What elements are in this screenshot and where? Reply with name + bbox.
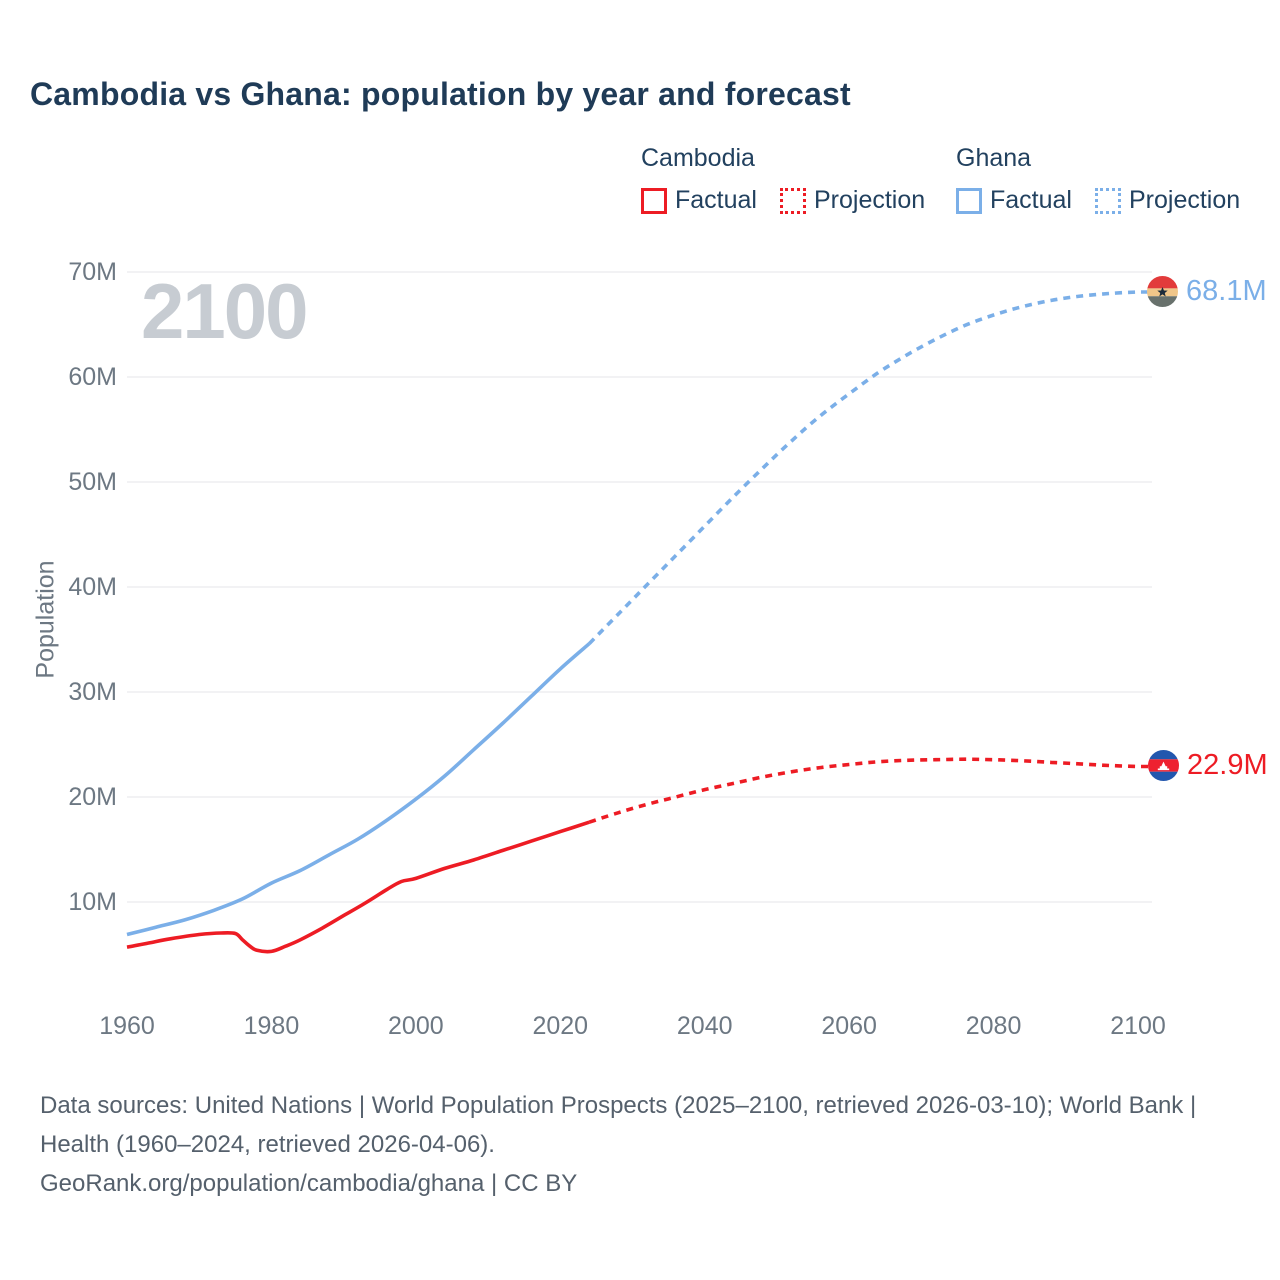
legend-label: Factual <box>675 186 757 214</box>
x-tick-1960: 1960 <box>99 1012 155 1040</box>
legend-header-ghana: Ghana <box>956 144 1032 172</box>
y-tick-40M: 40M <box>68 573 117 601</box>
y-tick-30M: 30M <box>68 678 117 706</box>
x-tick-1980: 1980 <box>243 1012 300 1040</box>
attribution-text: GeoRank.org/population/cambodia/ghana | … <box>40 1170 578 1197</box>
series-ghana-factual <box>126 642 591 937</box>
page-title: Cambodia vs Ghana: population by year an… <box>30 76 851 112</box>
ghana-projection-swatch-icon <box>1094 187 1121 214</box>
series-ghana-projection <box>587 290 1150 645</box>
x-tick-2060: 2060 <box>821 1012 877 1040</box>
legend-label: Projection <box>813 186 926 214</box>
x-tick-2020: 2020 <box>532 1012 589 1040</box>
ghana-factual-swatch-icon <box>956 187 982 214</box>
x-tick-2040: 2040 <box>676 1012 733 1040</box>
ghana-flag-icon <box>1147 276 1178 307</box>
legend-item-cambodia-projection[interactable]: Projection <box>757 186 925 215</box>
x-tick-2080: 2080 <box>965 1012 1022 1040</box>
series-cambodia-projection <box>588 757 1150 824</box>
series-cambodia-factual <box>126 820 590 954</box>
y-tick-70M: 70M <box>68 258 117 286</box>
cambodia-projection-swatch-icon <box>779 187 806 214</box>
y-tick-60M: 60M <box>68 363 117 391</box>
legend-label: Factual <box>990 186 1072 214</box>
legend-header-cambodia: Cambodia <box>641 144 755 172</box>
y-tick-20M: 20M <box>68 783 117 811</box>
x-tick-2000: 2000 <box>388 1012 444 1040</box>
legend-group-cambodia: Cambodia Factual Projection <box>641 143 925 215</box>
ghana-end-value-label: 68.1M <box>1186 275 1267 307</box>
legend-item-cambodia-factual[interactable]: Factual <box>641 186 757 215</box>
x-tick-2100: 2100 <box>1110 1012 1166 1040</box>
legend-label: Projection <box>1128 186 1241 214</box>
cambodia-flag-icon <box>1148 750 1179 781</box>
legend-item-ghana-factual[interactable]: Factual <box>956 186 1072 215</box>
watermark-year: 2100 <box>141 267 309 355</box>
legend-item-ghana-projection[interactable]: Projection <box>1072 186 1240 215</box>
y-tick-10M: 10M <box>68 888 117 916</box>
footer: Data sources: United Nations | World Pop… <box>40 1086 1215 1203</box>
y-tick-50M: 50M <box>68 468 117 496</box>
legend-group-ghana: Ghana Factual Projection <box>956 143 1240 215</box>
data-sources-text: Data sources: United Nations | World Pop… <box>40 1092 1197 1158</box>
cambodia-factual-swatch-icon <box>641 187 667 214</box>
cambodia-end-value-label: 22.9M <box>1187 749 1268 781</box>
